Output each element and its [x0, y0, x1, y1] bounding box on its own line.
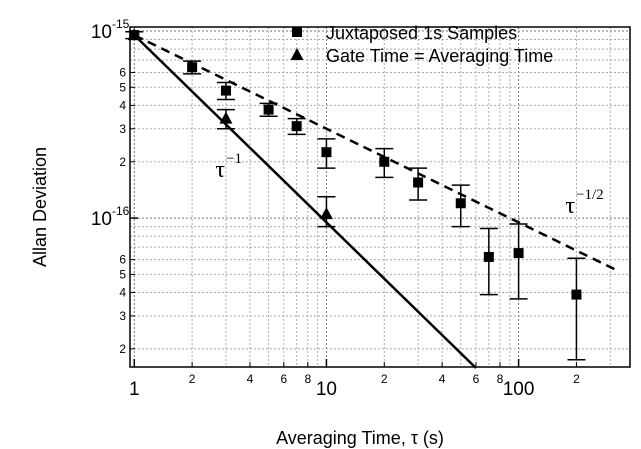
square-point [379, 156, 390, 167]
y-tick-exponent: -16 [112, 204, 130, 218]
legend-entry: Gate Time = Averaging Time [326, 46, 553, 66]
x-minor-tick-label: 2 [189, 372, 196, 386]
y-tick-label: 10 [91, 209, 112, 230]
error-bars [125, 31, 586, 361]
reference-line-label: τ [565, 193, 575, 219]
triangle-point [127, 28, 141, 41]
x-minor-tick-label: 2 [381, 372, 388, 386]
grid-layer [130, 27, 630, 367]
x-minor-tick-label: 6 [280, 372, 287, 386]
tau-minus-one-line [133, 34, 477, 369]
square-point [291, 121, 302, 132]
y-minor-tick-label: 3 [119, 122, 126, 136]
x-minor-tick-label: 8 [304, 372, 311, 386]
y-minor-tick-label: 4 [119, 98, 126, 112]
legend: Juxtaposed 1s Samples Gate Time = Averagi… [290, 23, 553, 66]
square-point [187, 62, 198, 73]
reference-lines [133, 34, 617, 369]
square-point [413, 177, 424, 188]
square-point [220, 85, 231, 96]
y-minor-tick-label: 4 [119, 286, 126, 300]
x-minor-tick-label: 4 [439, 372, 446, 386]
reference-line-label: τ [215, 157, 225, 183]
y-tick-exponent: -15 [112, 17, 130, 31]
y-minor-tick-label: 5 [119, 80, 126, 94]
data-points [127, 28, 582, 300]
x-tick-label: 1 [129, 379, 140, 400]
y-minor-tick-label: 6 [119, 253, 126, 267]
triangle-point [319, 207, 333, 220]
square-point [455, 198, 466, 209]
reference-line-exponent: −1/2 [576, 187, 604, 203]
legend-triangle-marker [290, 48, 304, 60]
y-minor-tick-label: 2 [119, 155, 126, 169]
y-minor-tick-label: 3 [119, 309, 126, 323]
x-minor-tick-label: 6 [473, 372, 480, 386]
y-minor-tick-label: 6 [119, 65, 126, 79]
x-tick-label: 100 [503, 379, 535, 400]
y-tick-label: 10 [91, 22, 112, 43]
square-point [321, 147, 332, 158]
legend-square-marker [292, 27, 302, 37]
plot-frame [129, 26, 631, 368]
square-point [571, 289, 582, 300]
reference-line-exponent: −1 [226, 151, 242, 167]
y-minor-tick-label: 2 [119, 342, 126, 356]
annotations: τ −1τ −1/2 [215, 151, 603, 219]
x-minor-tick-label: 8 [497, 372, 504, 386]
x-minor-tick-label: 2 [573, 372, 580, 386]
legend-entry: Juxtaposed 1s Samples [326, 23, 517, 43]
square-point [263, 104, 274, 115]
triangle-point [219, 111, 233, 124]
square-point [513, 248, 524, 259]
x-tick-label: 10 [316, 379, 337, 400]
square-point [483, 251, 494, 262]
x-axis-label: Averaging Time, τ (s) [276, 428, 444, 448]
y-minor-tick-label: 5 [119, 267, 126, 281]
x-minor-tick-label: 4 [247, 372, 254, 386]
y-axis-label: Allan Deviation [30, 147, 50, 267]
